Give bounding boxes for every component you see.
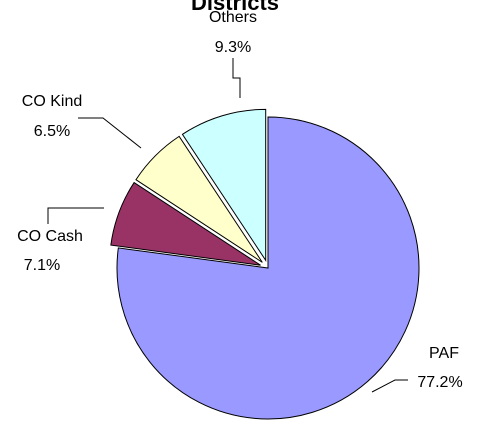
label-cocash-name: CO Cash: [17, 228, 83, 245]
slice-co-cash: [110, 181, 261, 266]
label-cokind-value: 6.5%: [34, 123, 70, 140]
slice-co-kind: [135, 135, 263, 263]
leader-co-cash: [47, 207, 104, 224]
slice-others: [181, 108, 267, 263]
leader-co-kind: [78, 117, 142, 149]
label-paf-name: PAF: [429, 345, 459, 362]
pie-slices: [110, 108, 420, 420]
leader-lines: [47, 58, 408, 393]
leader-paf: [371, 379, 408, 393]
label-others-name: Others: [209, 9, 257, 26]
label-cocash-value: 7.1%: [24, 257, 60, 274]
leader-others: [232, 58, 241, 98]
chart-title: Districts: [191, 0, 279, 15]
label-paf-value: 77.2%: [417, 374, 462, 391]
label-others-value: 9.3%: [215, 39, 251, 56]
slice-paf: [116, 116, 420, 420]
label-cokind-name: CO Kind: [22, 93, 82, 110]
